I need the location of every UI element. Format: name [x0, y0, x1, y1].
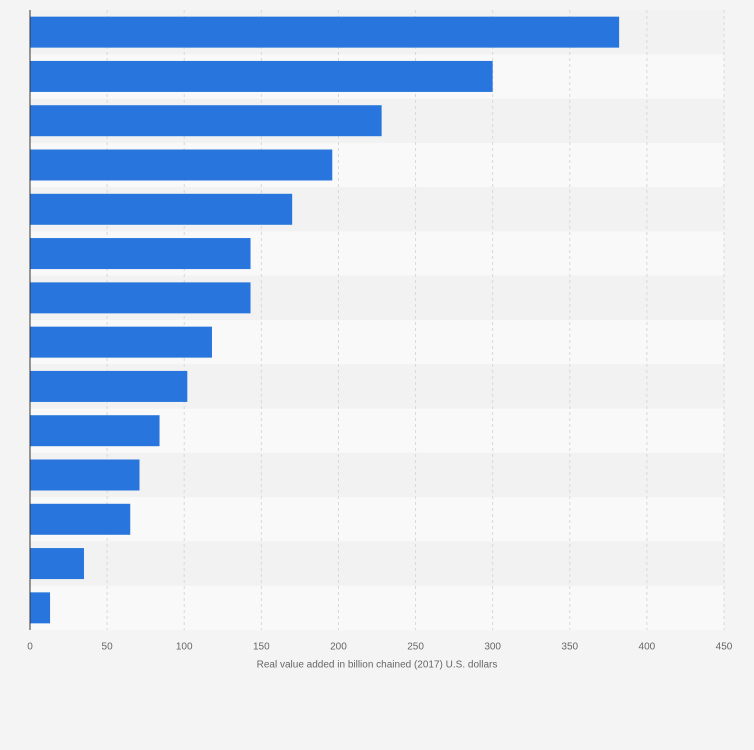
x-tick-label: 350	[561, 642, 578, 653]
row-band	[30, 452, 724, 498]
bar	[30, 16, 620, 48]
x-axis-label: Real value added in billion chained (201…	[257, 660, 498, 671]
row-band	[30, 497, 724, 542]
bar	[30, 370, 188, 402]
bar	[30, 415, 160, 447]
x-tick-label: 100	[176, 642, 193, 653]
bar	[30, 193, 293, 225]
bar	[30, 60, 493, 92]
bar	[30, 503, 131, 535]
x-tick-label: 150	[253, 642, 270, 653]
bar	[30, 282, 251, 314]
bar	[30, 238, 251, 270]
bar	[30, 326, 212, 358]
x-tick-label: 50	[102, 642, 114, 653]
bar	[30, 592, 51, 624]
bar	[30, 149, 333, 181]
row-band	[30, 585, 724, 630]
x-tick-label: 450	[716, 642, 733, 653]
bar	[30, 105, 382, 137]
x-tick-label: 200	[330, 642, 347, 653]
bar	[30, 548, 84, 580]
x-tick-label: 0	[27, 642, 33, 653]
x-tick-label: 400	[639, 642, 656, 653]
bar	[30, 459, 140, 491]
row-bands	[30, 10, 724, 630]
row-band	[30, 541, 724, 586]
x-tick-label: 250	[407, 642, 424, 653]
x-tick-label: 300	[484, 642, 501, 653]
